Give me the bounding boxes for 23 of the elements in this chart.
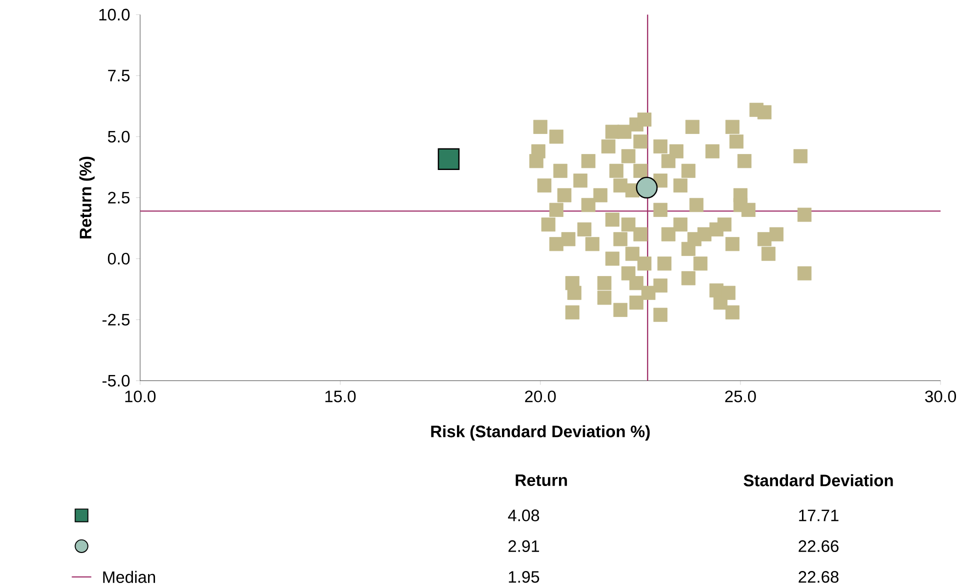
x-tick-label: 25.0	[725, 390, 756, 402]
y-axis-title: Return (%)	[79, 156, 95, 238]
text: 4.08	[508, 509, 540, 522]
x-tick-label: 30.0	[925, 390, 956, 402]
y-tick-label: 10.0	[99, 8, 130, 20]
legend-label: Median	[103, 570, 156, 583]
y-tick-label: -2.5	[102, 314, 130, 326]
y-tick-label: -5.0	[102, 374, 130, 386]
y-tick-label: 5.0	[108, 130, 130, 142]
x-tick-label: 15.0	[325, 390, 356, 402]
x-tick-label: 10.0	[125, 390, 156, 402]
y-tick-label: 2.5	[108, 192, 130, 204]
text: 22.68	[798, 570, 838, 583]
x-tick-label: 20.0	[525, 390, 556, 402]
text: 2.91	[508, 540, 540, 552]
y-tick-label: 7.5	[108, 70, 130, 82]
text: Standard Deviation	[744, 474, 893, 486]
text: 1.95	[508, 570, 540, 583]
x-axis-title: Risk (Standard Deviation %)	[431, 424, 650, 440]
text: 22.66	[798, 540, 838, 552]
text: 17.71	[799, 509, 838, 521]
y-tick-label: 0.0	[108, 252, 130, 264]
text: Return	[516, 474, 567, 486]
